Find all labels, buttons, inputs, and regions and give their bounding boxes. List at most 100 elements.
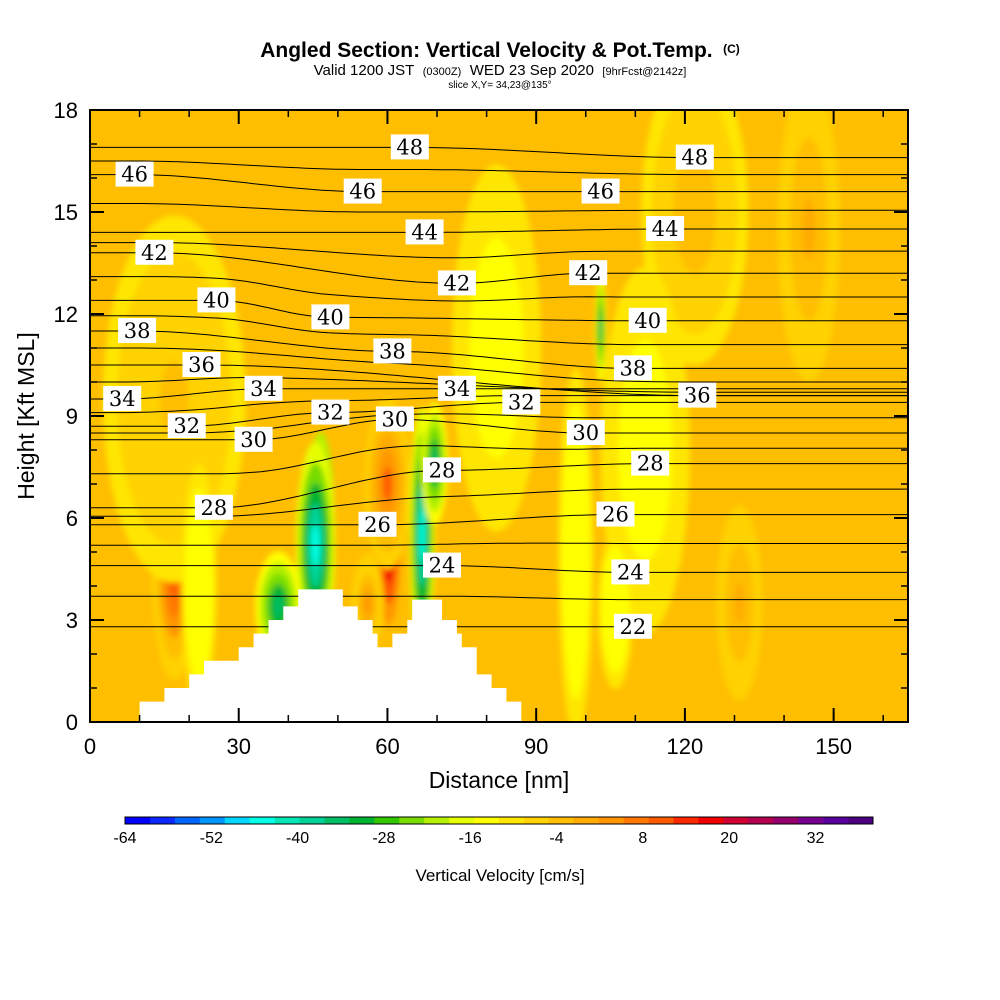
contour-label: 42 (569, 260, 608, 286)
chart-title-block: Angled Section: Vertical Velocity & Pot.… (260, 39, 740, 91)
contour-label-text: 36 (684, 384, 711, 408)
isentrope-line (90, 330, 908, 369)
colorbar-swatch (149, 817, 176, 824)
contour-label-text: 42 (575, 261, 602, 285)
contour-label: 34 (103, 386, 142, 411)
contour-label: 24 (423, 552, 461, 578)
contour-label-text: 34 (250, 377, 277, 401)
contour-label: 26 (358, 511, 397, 537)
chart-valid-time: Valid 1200 JST (0300Z) WED 23 Sep 2020 [… (314, 62, 687, 79)
contour-label-box (678, 382, 717, 408)
colorbar-swatch (424, 817, 450, 824)
contour-label-box (437, 375, 476, 401)
colorbar-swatch (224, 817, 250, 824)
contour-label: 34 (244, 375, 283, 401)
contour-label: 28 (423, 457, 461, 483)
contour-label-text: 48 (681, 146, 708, 170)
contour-label-text: 30 (240, 428, 267, 452)
contour-label-text: 44 (411, 220, 438, 244)
isentrope-line (90, 388, 908, 400)
colorbar-swatch (798, 817, 824, 824)
colorbar-swatch (199, 817, 226, 824)
y-tick-label: 3 (66, 608, 78, 633)
colorbar-swatch (499, 817, 525, 824)
contour-label-text: 24 (429, 554, 456, 578)
colorbar-swatch (773, 817, 799, 824)
isentrope-line (90, 595, 908, 601)
contour-label-box (502, 389, 541, 415)
contour-label-box (581, 178, 620, 204)
isentrope-line (90, 418, 908, 441)
colorbar-swatch (174, 817, 201, 824)
contour-label-box (375, 406, 414, 432)
isentrope-line (90, 401, 908, 427)
contour-label: 46 (115, 161, 154, 187)
isentrope-line (90, 565, 908, 573)
colorbar-swatch (474, 817, 500, 824)
colorbar: -64 -52 -40 -28 -16 -4 8 20 32 (113, 816, 874, 847)
contour-label: 30 (375, 406, 414, 432)
isentrope-line (90, 160, 908, 176)
contour-label-box (358, 511, 397, 537)
velocity-cell-shade (572, 515, 580, 589)
contour-label-box (343, 178, 382, 204)
contour-label-text: 38 (124, 319, 151, 343)
isentrope-line (90, 276, 908, 302)
velocity-cell-shade (382, 466, 393, 502)
x-tick-label: 30 (226, 734, 250, 759)
contour-label-box (437, 270, 476, 296)
contour-label: 26 (596, 501, 635, 527)
colorbar-title: Vertical Velocity [cm/s] (415, 866, 584, 885)
y-tick-label: 12 (54, 302, 78, 327)
contour-label-box (675, 144, 714, 170)
contour-label-text: 32 (173, 414, 200, 438)
contour-label-text: 36 (188, 353, 215, 377)
velocity-cell-shade (419, 509, 425, 561)
x-tick-label: 150 (815, 734, 852, 759)
x-tick-label: 120 (667, 734, 704, 759)
colorbar-swatch (523, 817, 550, 824)
isentrope-line (90, 413, 908, 434)
contour-label-box (135, 239, 174, 265)
contour-label: 44 (405, 219, 444, 245)
contour-label: 30 (566, 420, 605, 445)
contour-label-text: 38 (620, 356, 647, 380)
colorbar-swatch (374, 817, 400, 824)
contour-label: 46 (581, 178, 620, 204)
colorbar-swatch (548, 817, 575, 824)
contour-label: 42 (135, 239, 174, 265)
contour-label-box (311, 399, 350, 425)
y-tick-label: 15 (54, 200, 78, 225)
contour-label-box (197, 287, 236, 313)
colorbar-swatch (598, 817, 624, 824)
velocity-cell-shade (684, 181, 706, 243)
y-tick-label: 18 (54, 98, 78, 123)
x-tick-label: 60 (375, 734, 399, 759)
contour-label-box (244, 375, 283, 401)
colorbar-swatch (573, 817, 600, 824)
contour-label: 44 (646, 216, 685, 241)
colorbar-tick-label: -16 (459, 830, 482, 847)
contour-label-text: 32 (317, 401, 344, 425)
contour-label: 24 (611, 559, 650, 585)
contour-label: 38 (373, 338, 412, 364)
contour-label: 40 (197, 287, 236, 313)
colorbar-swatch (748, 817, 774, 824)
colorbar-swatch (823, 817, 849, 824)
y-tick-label: 6 (66, 506, 78, 531)
contour-label-box (234, 426, 273, 452)
colorbar-tick-label: -40 (286, 830, 309, 847)
contour-label-box (390, 134, 429, 160)
contour-label-box (182, 352, 221, 377)
contour-label-box (613, 355, 652, 381)
velocity-cell-shade (487, 311, 506, 385)
chart-title: Angled Section: Vertical Velocity & Pot.… (260, 39, 740, 62)
colorbar-swatch (125, 817, 151, 824)
contour-label-box (423, 457, 461, 483)
isentrope-line (90, 242, 908, 259)
contour-label-box (118, 318, 157, 343)
chart-slice-info: slice X,Y= 34,23@135° (448, 80, 551, 91)
contour-label-text: 26 (364, 513, 391, 537)
